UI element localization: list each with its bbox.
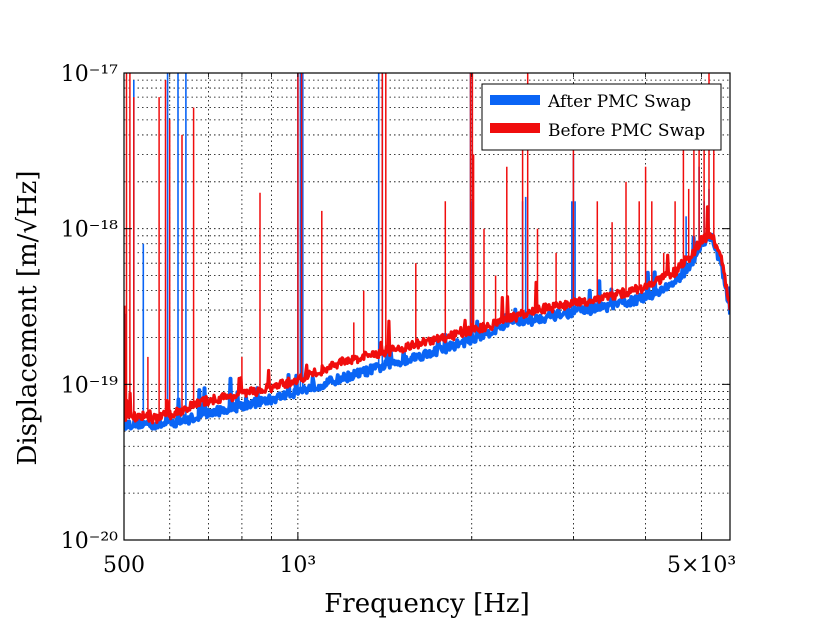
y-axis-label: Displacement [m/√Hz] bbox=[13, 170, 43, 465]
x-tick-label: 5×10³ bbox=[667, 553, 736, 578]
x-tick-label: 500 bbox=[103, 553, 145, 578]
x-axis-label: Frequency [Hz] bbox=[324, 589, 530, 619]
axis-ticks: 500 10³ 5×10³ 10⁻²⁰ 10⁻¹⁹ 10⁻¹⁸ 10⁻¹⁷ bbox=[61, 62, 736, 578]
series-line bbox=[124, 205, 730, 425]
y-tick-label: 10⁻²⁰ bbox=[61, 529, 118, 554]
series-line bbox=[124, 232, 730, 431]
legend-swatch-before bbox=[490, 123, 540, 133]
legend-swatch-after bbox=[490, 95, 540, 105]
y-tick-label: 10⁻¹⁹ bbox=[61, 373, 118, 398]
x-tick-label: 10³ bbox=[279, 553, 316, 578]
legend-label-before: Before PMC Swap bbox=[548, 121, 705, 141]
legend-label-after: After PMC Swap bbox=[547, 92, 691, 112]
y-tick-label: 10⁻¹⁸ bbox=[61, 218, 118, 243]
series-layer bbox=[124, 73, 730, 431]
legend: After PMC Swap Before PMC Swap bbox=[481, 83, 722, 151]
y-tick-label: 10⁻¹⁷ bbox=[61, 62, 118, 87]
plot-frame bbox=[123, 72, 731, 541]
